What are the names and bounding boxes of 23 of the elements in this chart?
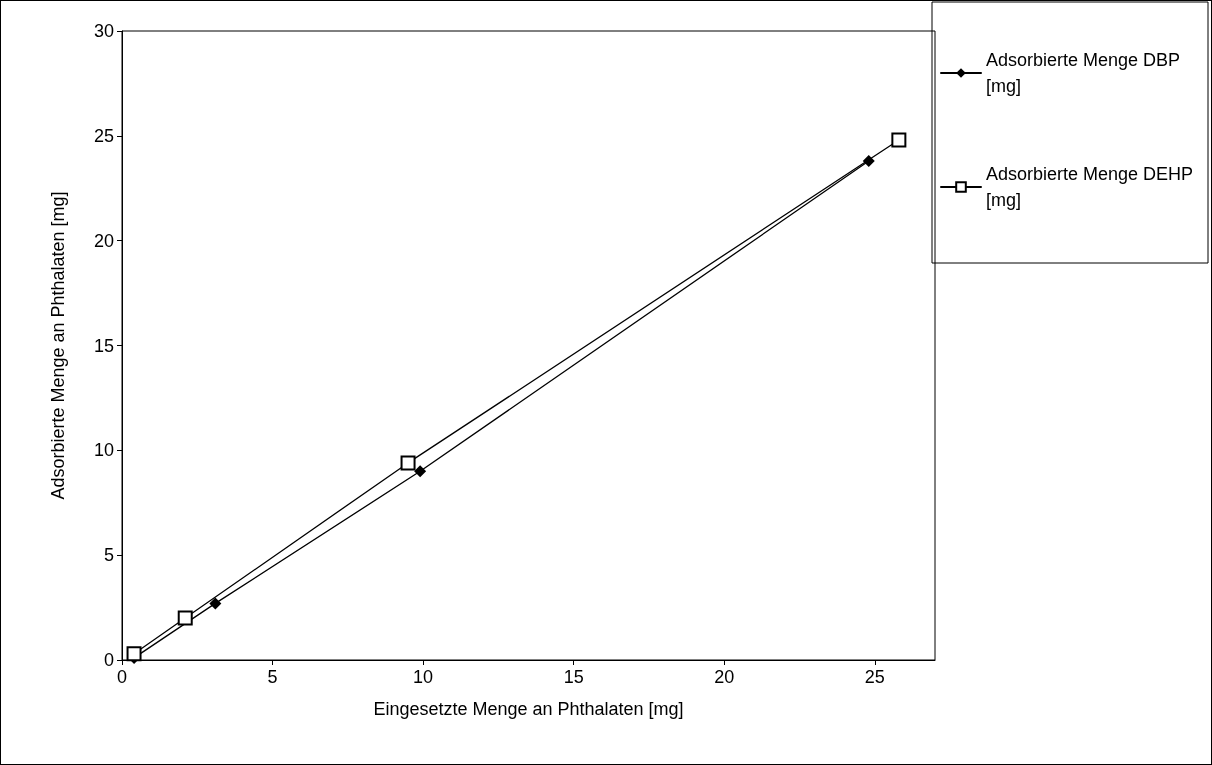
y-tick-label: 10 [93, 440, 114, 461]
y-axis-title: Adsorbierte Menge an Phthalaten [mg] [48, 191, 68, 500]
y-tick-label: 20 [93, 230, 114, 251]
x-tick-label: 25 [864, 667, 885, 687]
x-tick-label: 5 [267, 667, 278, 687]
y-tick-label: 25 [93, 125, 114, 146]
legend-label: Adsorbierte Menge DBP [mg] [986, 50, 1185, 96]
point [862, 154, 875, 167]
y-tick-label: 15 [93, 335, 114, 356]
point [414, 465, 427, 478]
x-axis-title: Eingesetzte Menge an Phthalaten [mg] [373, 699, 684, 719]
point [177, 610, 193, 626]
point [891, 132, 907, 148]
y-tick-label: 5 [103, 545, 114, 566]
x-tick-label: 10 [413, 667, 434, 687]
point [400, 455, 416, 471]
x-tick-label: 15 [563, 667, 584, 687]
y-tick-label: 30 [93, 21, 114, 41]
legend-label: Adsorbierte Menge DEHP [mg] [986, 164, 1198, 210]
x-tick-label: 0 [116, 667, 128, 687]
y-tick-label: 0 [103, 650, 114, 670]
point [209, 597, 222, 610]
x-tick-label: 20 [714, 667, 735, 687]
